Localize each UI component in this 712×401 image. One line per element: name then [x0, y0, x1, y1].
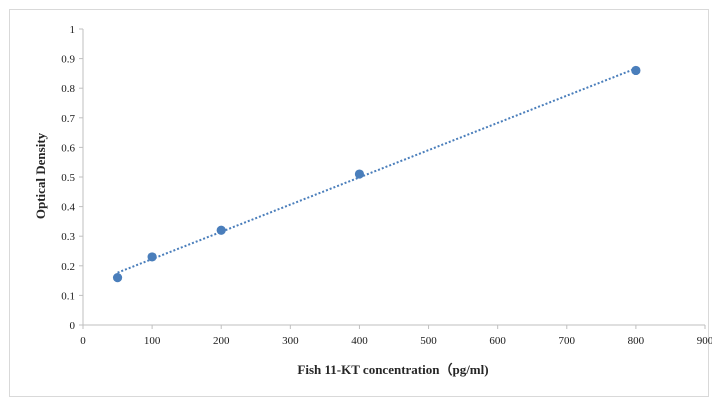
- axes: [82, 29, 705, 326]
- x-tick-label: 800: [628, 335, 645, 347]
- trendline: [117, 67, 637, 274]
- y-tick-label: 0: [70, 320, 76, 332]
- y-tick-label: 0.6: [61, 142, 75, 154]
- x-tick-label: 600: [489, 335, 506, 347]
- x-tick-label: 500: [420, 335, 437, 347]
- y-tick-labels: 0 0.1 0.2 0.3 0.4 0.5 0.6 0.7 0.8 0.9 1: [61, 24, 75, 332]
- y-axis-title: Optical Density: [33, 132, 48, 219]
- x-tick-label: 900: [697, 335, 712, 347]
- y-tick-label: 0.3: [61, 231, 75, 243]
- y-tick-label: 0.4: [61, 202, 75, 214]
- y-tick-label: 1: [70, 24, 76, 36]
- x-tick-label: 200: [213, 335, 230, 347]
- trendline-line: [117, 67, 637, 274]
- x-tick-label: 0: [80, 335, 86, 347]
- y-tick-label: 0.8: [61, 83, 75, 95]
- data-point: [631, 65, 641, 76]
- x-tick-labels: 0 100 200 300 400 500 600 700 800 900: [80, 335, 712, 347]
- x-tick-label: 100: [144, 335, 161, 347]
- data-point: [354, 169, 365, 179]
- x-tick-label: 300: [282, 335, 299, 347]
- y-tick-label: 0.2: [61, 261, 75, 273]
- y-tick-label: 0.1: [61, 290, 75, 302]
- x-tick-label: 400: [351, 335, 368, 347]
- data-points: [112, 65, 641, 283]
- y-tick-label: 0.7: [61, 113, 75, 125]
- data-point: [216, 225, 226, 235]
- x-tick-label: 700: [559, 335, 576, 347]
- y-tick-label: 0.5: [61, 172, 75, 184]
- y-tick-label: 0.9: [61, 54, 75, 66]
- data-point: [147, 252, 157, 262]
- x-axis-title: Fish 11-KT concentration（pg/ml): [297, 362, 488, 377]
- chart-frame: [9, 9, 709, 397]
- data-point: [112, 273, 123, 283]
- tick-marks: [79, 28, 706, 329]
